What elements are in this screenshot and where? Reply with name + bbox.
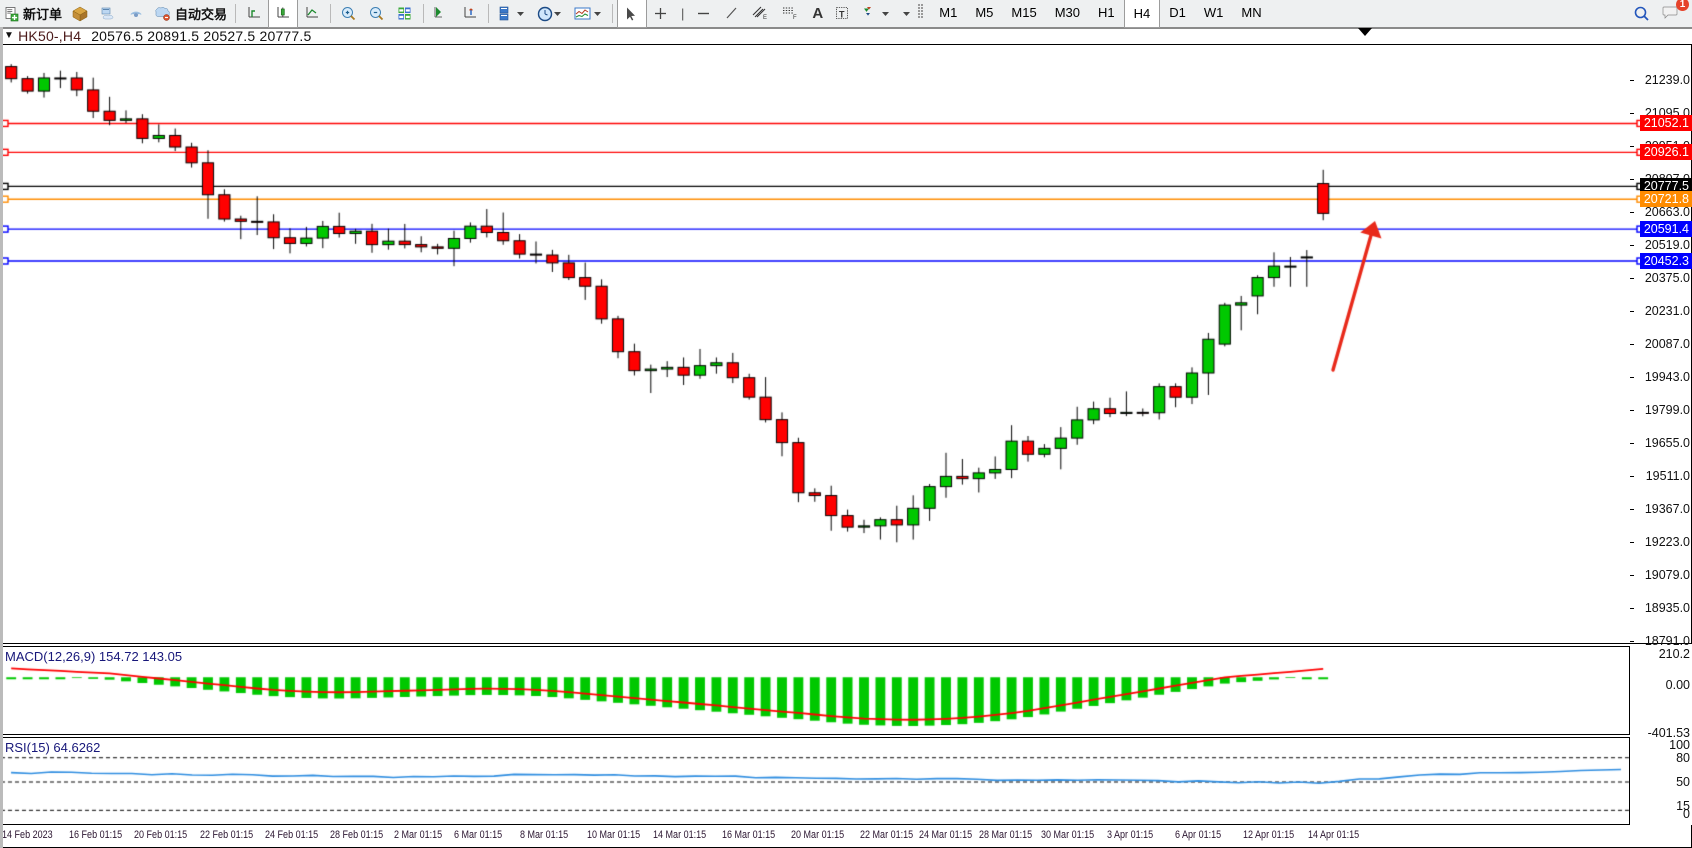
svg-text:T: T	[839, 9, 845, 19]
svg-text:F: F	[793, 15, 797, 21]
svg-text:E: E	[763, 15, 767, 21]
